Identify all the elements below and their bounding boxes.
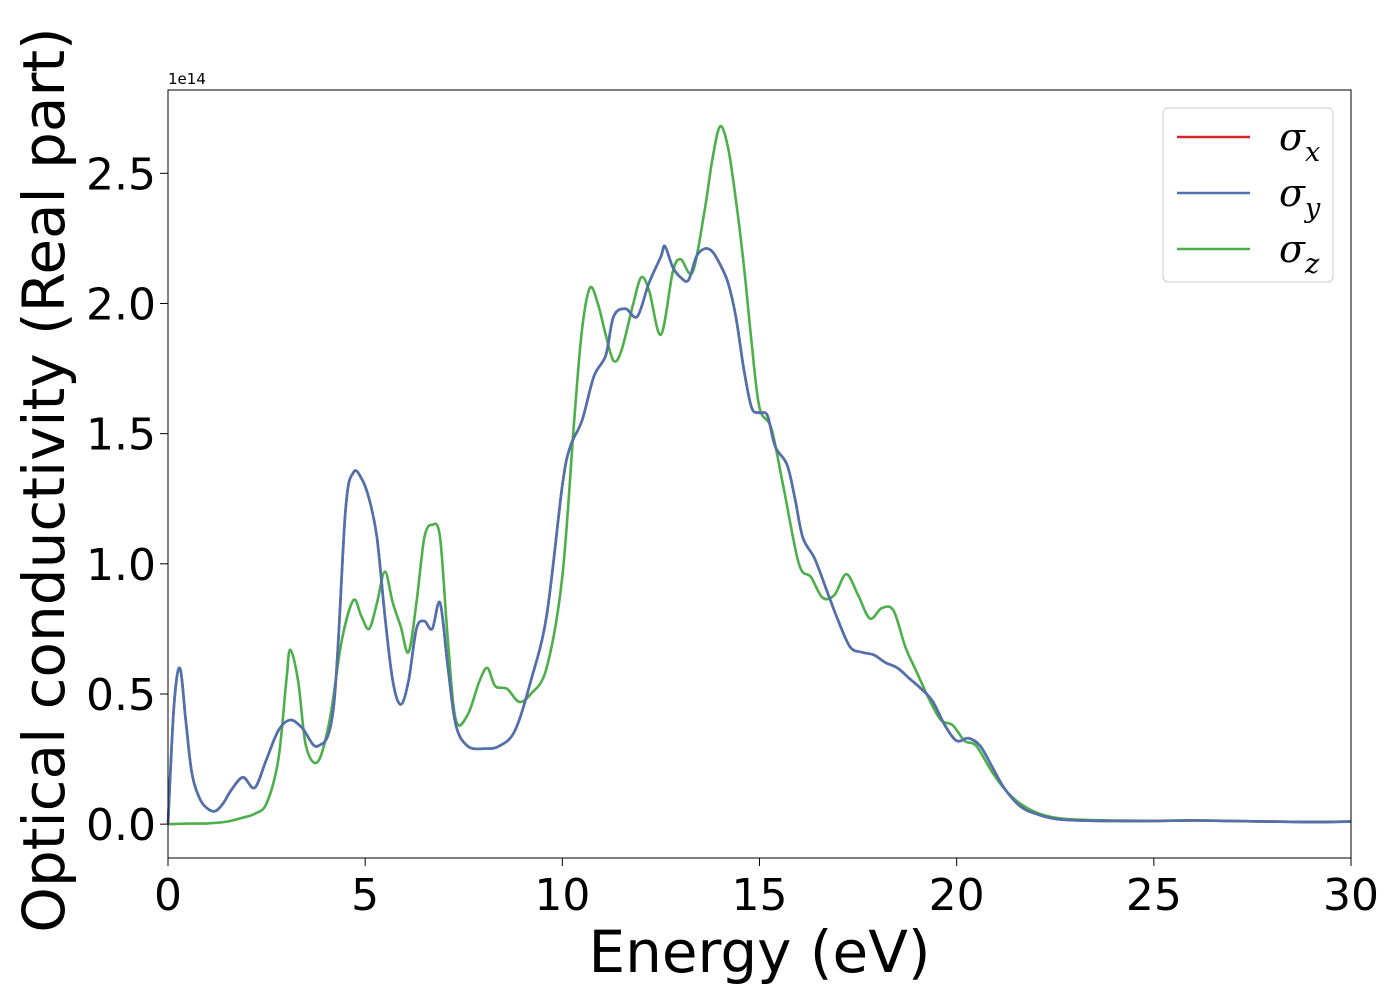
plot-frame — [167, 89, 1352, 859]
series-line-x — [166, 244, 1352, 825]
legend-subscript: z — [1304, 249, 1320, 280]
legend-label-x: σx — [1279, 115, 1320, 168]
y-axis-offset-label: 1e14 — [168, 70, 206, 88]
x-tick-label: 15 — [732, 870, 788, 921]
legend-subscript: x — [1305, 137, 1320, 168]
series-line-y — [166, 244, 1352, 825]
x-tick-label: 30 — [1323, 870, 1379, 921]
series-line-z — [167, 124, 1352, 826]
y-tick-label: 0.5 — [86, 670, 156, 721]
legend-symbol: σ — [1279, 171, 1306, 215]
legend-symbol: σ — [1279, 227, 1306, 271]
y-tick-label: 0.0 — [86, 800, 156, 851]
plot-series — [166, 124, 1352, 826]
legend-box — [1162, 107, 1334, 283]
x-tick-label: 5 — [351, 870, 379, 921]
y-axis-ticks: 0.0 0.5 1.0 1.5 2.0 2.5 — [86, 149, 168, 851]
legend-label-z: σz — [1279, 227, 1320, 280]
y-tick-label: 1.5 — [86, 410, 156, 461]
x-tick-label: 25 — [1126, 870, 1182, 921]
legend-subscript: y — [1304, 193, 1321, 224]
x-axis-ticks: 0 5 10 15 20 25 30 — [154, 858, 1379, 921]
y-axis-title: Optical conductivity (Real part) — [10, 27, 78, 932]
x-tick-label: 0 — [154, 870, 182, 921]
x-axis-title: Energy (eV) — [588, 918, 930, 986]
y-tick-label: 1.0 — [86, 540, 156, 591]
y-tick-label: 2.0 — [86, 279, 156, 330]
y-tick-label: 2.5 — [86, 149, 156, 200]
x-tick-label: 20 — [929, 870, 985, 921]
legend-label-y: σy — [1279, 171, 1321, 224]
x-tick-label: 10 — [534, 870, 590, 921]
legend-symbol: σ — [1279, 115, 1306, 159]
